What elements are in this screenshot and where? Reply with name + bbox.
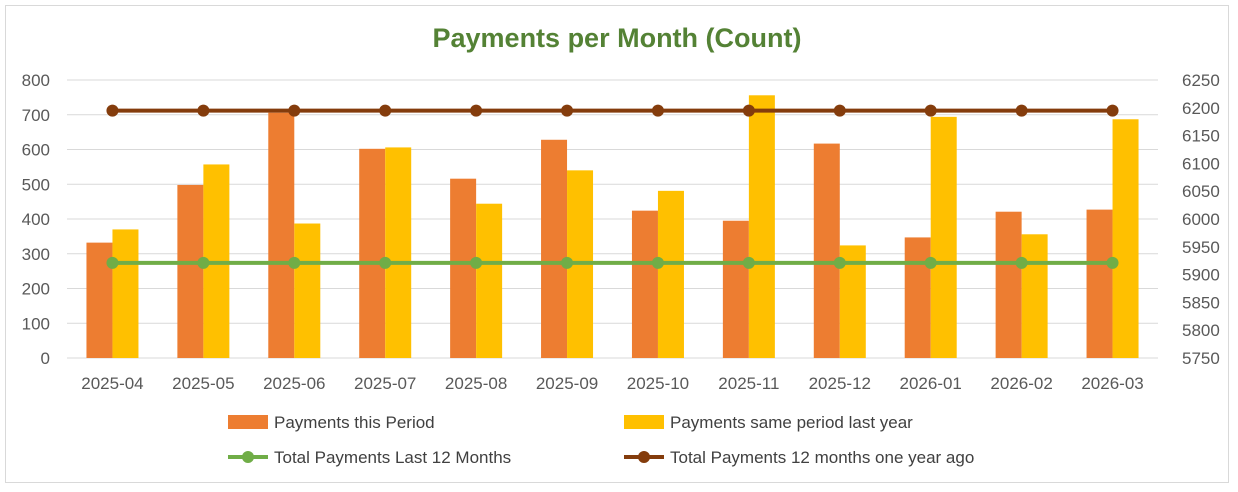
bar [294, 223, 321, 358]
x-axis-ticks: 2025-04 2025-05 2025-06 2025-07 2025-08 2025-… [81, 374, 1143, 393]
bar [657, 190, 684, 358]
line-point [379, 256, 392, 269]
left-axis-ticks: 0 100 200 300 400 500 600 700 800 [22, 71, 50, 368]
right-tick-label: 6000 [1182, 210, 1220, 229]
bar [112, 229, 139, 358]
right-tick-label: 5750 [1182, 349, 1220, 368]
left-tick-label: 500 [22, 175, 50, 194]
bar [995, 211, 1022, 358]
left-tick-label: 100 [22, 314, 50, 333]
x-tick-label: 2025-08 [445, 374, 507, 393]
bar [450, 178, 477, 358]
line-point [470, 256, 483, 269]
bar [631, 210, 658, 358]
left-tick-label: 700 [22, 106, 50, 125]
x-tick-label: 2025-07 [354, 374, 416, 393]
x-tick-label: 2025-09 [536, 374, 598, 393]
x-tick-label: 2026-02 [990, 374, 1052, 393]
bar [268, 112, 295, 358]
bar [1112, 119, 1139, 358]
line-point [833, 104, 846, 117]
left-tick-label: 600 [22, 141, 50, 160]
line-point [106, 104, 119, 117]
x-tick-label: 2025-04 [81, 374, 143, 393]
legend-marker [638, 451, 650, 463]
bar [904, 237, 931, 358]
line-point [1015, 104, 1028, 117]
x-tick-label: 2026-03 [1081, 374, 1143, 393]
bar [1021, 234, 1048, 358]
line-point [742, 104, 755, 117]
line-point [833, 256, 846, 269]
x-tick-label: 2025-10 [627, 374, 689, 393]
line-point [106, 256, 119, 269]
bar [177, 184, 204, 358]
right-axis-ticks: 5750 5800 5850 5900 5950 6000 6050 6100 6150 6200… [1182, 71, 1220, 368]
line-point [561, 104, 574, 117]
line-point [924, 256, 937, 269]
gridlines [67, 79, 1158, 359]
right-tick-label: 5850 [1182, 293, 1220, 312]
legend-swatch [228, 415, 268, 429]
bar [930, 116, 957, 359]
x-tick-label: 2025-05 [172, 374, 234, 393]
bar [476, 203, 503, 358]
bar [748, 95, 775, 358]
legend-swatch [624, 415, 664, 429]
legend-label: Total Payments 12 months one year ago [670, 448, 974, 467]
right-tick-label: 5800 [1182, 321, 1220, 340]
line-point [288, 104, 301, 117]
line-point [470, 104, 483, 117]
left-tick-label: 0 [41, 349, 50, 368]
chart-title: Payments per Month (Count) [433, 23, 802, 53]
line-point [1106, 104, 1119, 117]
series-lines [106, 104, 1119, 269]
x-tick-label: 2025-06 [263, 374, 325, 393]
line-point [651, 256, 664, 269]
bars [86, 95, 1139, 359]
bar [1086, 209, 1113, 358]
legend-label: Payments this Period [274, 413, 435, 432]
bar [541, 139, 568, 358]
line-point [742, 256, 755, 269]
right-tick-label: 5900 [1182, 266, 1220, 285]
right-tick-label: 6150 [1182, 127, 1220, 146]
line-point [561, 256, 574, 269]
bar [359, 148, 386, 358]
line-point [924, 104, 937, 117]
left-tick-label: 400 [22, 210, 50, 229]
legend-marker [242, 451, 254, 463]
bar [722, 220, 749, 358]
bar [813, 143, 840, 358]
line-point [1106, 256, 1119, 269]
right-tick-label: 6100 [1182, 154, 1220, 173]
right-tick-label: 6050 [1182, 182, 1220, 201]
legend-label: Payments same period last year [670, 413, 913, 432]
left-tick-label: 200 [22, 280, 50, 299]
left-tick-label: 300 [22, 245, 50, 264]
legend-label: Total Payments Last 12 Months [274, 448, 511, 467]
bar [385, 147, 412, 358]
line-point [197, 256, 210, 269]
right-tick-label: 6250 [1182, 71, 1220, 90]
line-point [288, 256, 301, 269]
right-tick-label: 5950 [1182, 238, 1220, 257]
line-point [197, 104, 210, 117]
right-tick-label: 6200 [1182, 99, 1220, 118]
left-tick-label: 800 [22, 71, 50, 90]
line-point [651, 104, 664, 117]
x-tick-label: 2025-12 [809, 374, 871, 393]
line-point [379, 104, 392, 117]
line-point [1015, 256, 1028, 269]
x-tick-label: 2026-01 [900, 374, 962, 393]
x-tick-label: 2025-11 [718, 374, 779, 393]
legend: Payments this Period Payments same period… [228, 413, 974, 467]
